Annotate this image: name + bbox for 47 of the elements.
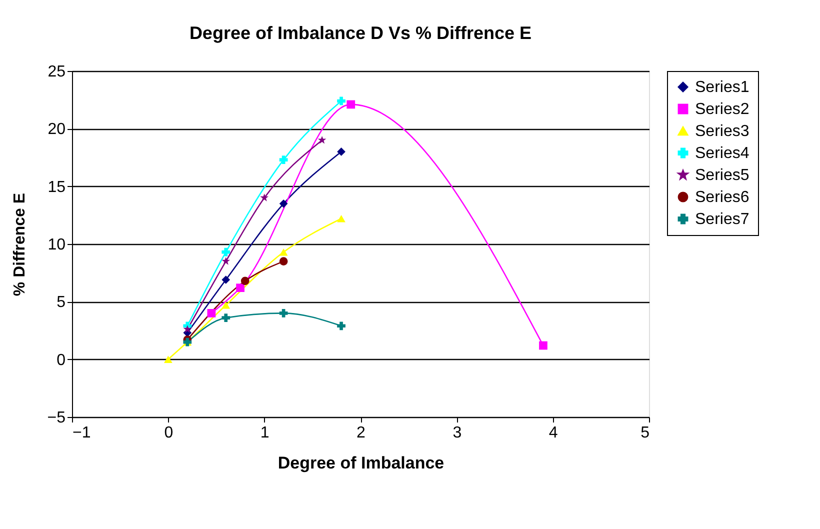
x-tick-label: 1 (260, 424, 270, 442)
point (240, 276, 250, 286)
legend-label: Series4 (695, 145, 750, 162)
point (337, 215, 346, 222)
point (318, 136, 326, 144)
point (222, 276, 230, 284)
x-tick-label: −1 (72, 424, 91, 442)
x-tick-label: 2 (356, 424, 366, 442)
y-tick-label: 5 (56, 294, 66, 312)
point (337, 148, 346, 156)
point (539, 341, 548, 350)
point (279, 309, 288, 318)
x-axis-title: Degree of Imbalance (278, 454, 444, 472)
point (346, 100, 356, 109)
point (222, 257, 230, 265)
y-tick-label: 25 (48, 64, 66, 80)
x-tick-label: 5 (640, 424, 650, 442)
y-tick-label: 20 (48, 121, 66, 138)
point (337, 96, 346, 106)
point (207, 309, 216, 318)
x-tick-label: 3 (452, 424, 462, 442)
point (164, 356, 172, 363)
point (222, 302, 230, 309)
point (222, 248, 230, 256)
point (260, 194, 269, 202)
legend-label: Series2 (695, 101, 750, 118)
legend-label: Series7 (695, 211, 750, 228)
x-tick-label: 4 (548, 424, 558, 442)
legend-label: Series6 (695, 189, 750, 206)
chart-title: Degree of Imbalance D Vs % Diffrence E (189, 23, 532, 43)
y-tick-label: −5 (47, 410, 66, 426)
point (236, 284, 244, 292)
point (279, 199, 288, 208)
y-tick-label: 15 (48, 178, 66, 196)
point (183, 325, 192, 333)
y-tick-label: 0 (56, 352, 66, 369)
point (279, 156, 288, 164)
point (222, 314, 230, 322)
point (279, 248, 288, 256)
point (337, 322, 346, 330)
legend-label: Series1 (695, 79, 750, 96)
x-tick-label: 0 (164, 424, 174, 442)
point (279, 257, 288, 266)
legend-label: Series5 (695, 167, 750, 184)
legend-label: Series3 (695, 123, 750, 140)
y-tick-label: 10 (48, 236, 66, 254)
y-axis-title: % Diffrence E (11, 192, 28, 296)
